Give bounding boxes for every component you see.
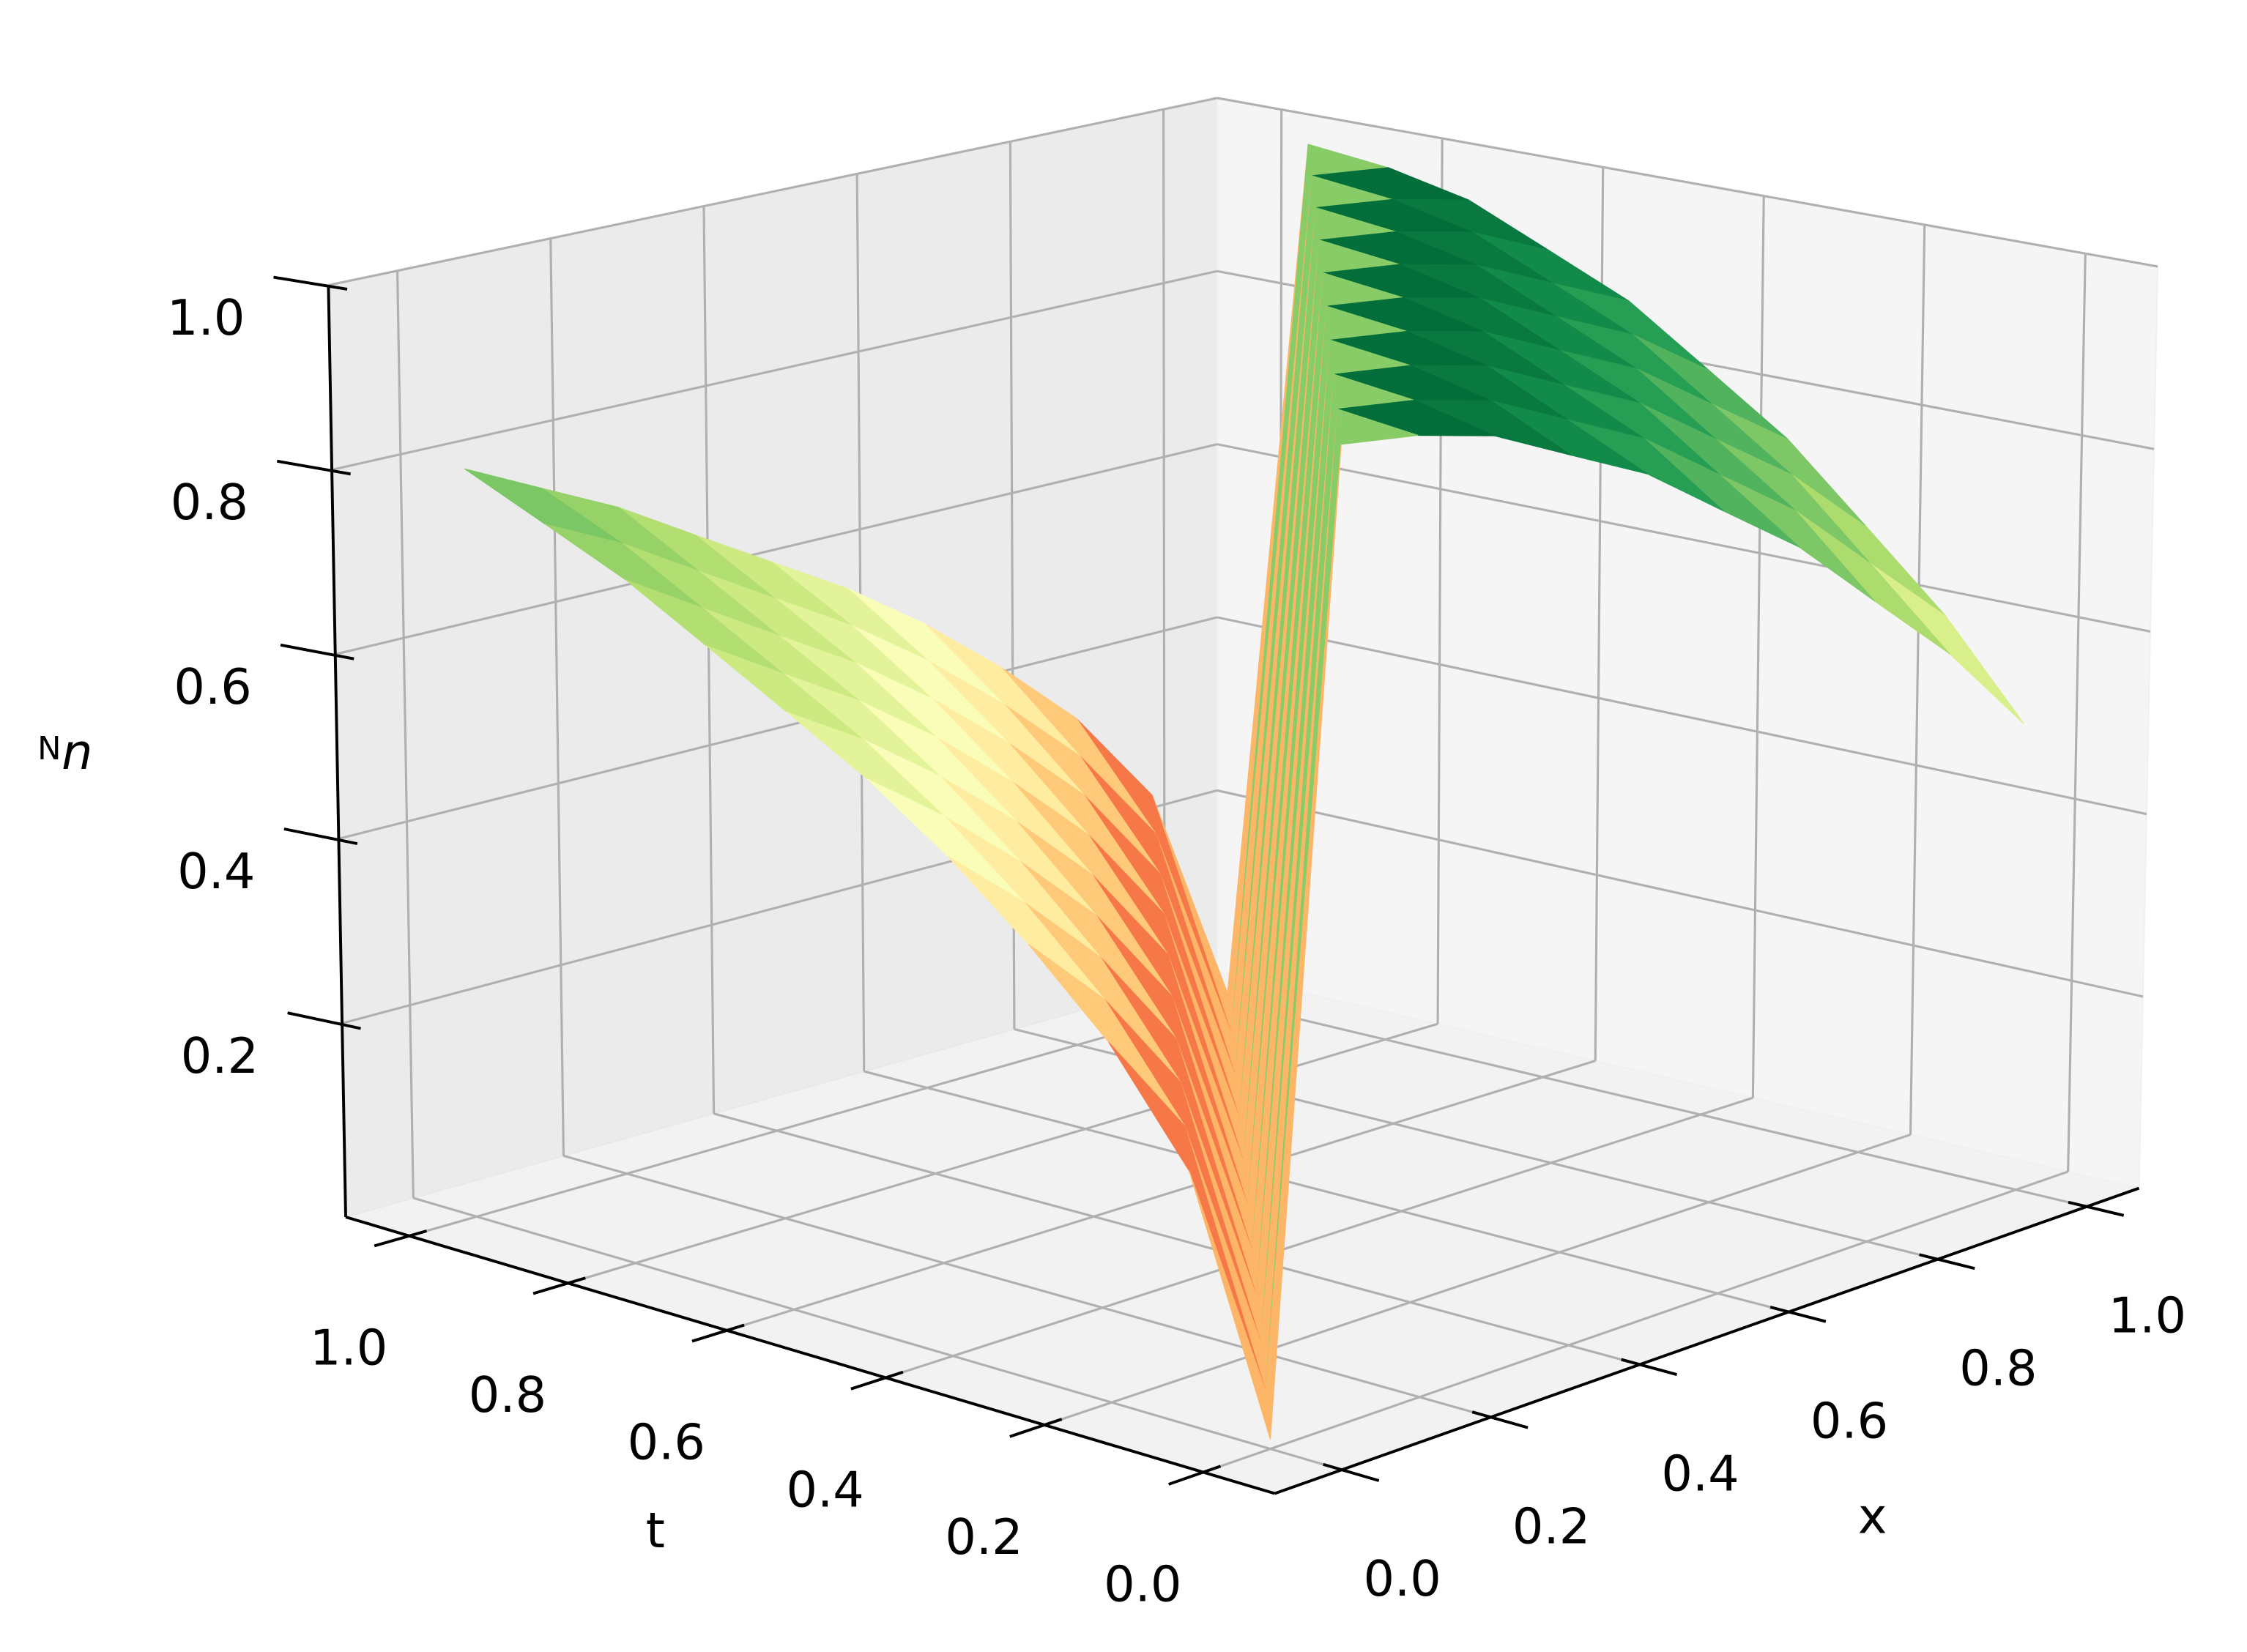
t-axis-line — [345, 1216, 1276, 1495]
z-tick — [287, 1011, 361, 1030]
t-grid-floor — [885, 1096, 1753, 1379]
x-tick — [1919, 1253, 1975, 1270]
z-tick-label: 0.4 — [177, 843, 255, 900]
x-grid-floor — [713, 1112, 1641, 1366]
z-grid-right — [1217, 789, 2144, 998]
t-grid-wall — [2067, 253, 2087, 1172]
t-grid-floor — [1044, 1134, 1912, 1426]
z-grid-right — [1217, 97, 2158, 268]
x-tick-label: 0.6 — [1810, 1392, 1888, 1449]
z-grid-right — [1217, 443, 2151, 633]
t-tick — [1168, 1465, 1222, 1486]
surface-cell — [1189, 444, 1342, 1440]
x-tick — [1323, 1462, 1380, 1482]
z-tick-label: 0.2 — [181, 1027, 259, 1084]
t-tick — [1009, 1418, 1063, 1438]
t-tick-label: 0.6 — [628, 1414, 705, 1471]
t-grid-wall — [1909, 224, 1926, 1135]
x-tick-label: 0.8 — [1959, 1340, 2037, 1397]
x-grid-floor — [1164, 986, 2087, 1208]
t-tick — [691, 1323, 745, 1343]
z-tick-label: 0.6 — [174, 658, 251, 715]
x-axis-line — [1274, 1186, 2140, 1495]
x-tick-label: 0.4 — [1661, 1445, 1739, 1502]
t-tick — [850, 1370, 904, 1391]
t-tick-label: 0.0 — [1104, 1555, 1181, 1612]
z-tick — [280, 643, 354, 661]
x-tick-label: 0.2 — [1512, 1497, 1590, 1555]
x-tick-label: 0.0 — [1363, 1550, 1441, 1607]
t-grid-floor — [726, 1060, 1596, 1332]
z-tick-label: 0.8 — [171, 474, 248, 531]
z-axis-label: uN — [37, 728, 92, 788]
t-tick-label: 0.8 — [469, 1366, 546, 1424]
x-grid-floor — [863, 1070, 1789, 1314]
z-grid-right — [1217, 616, 2147, 816]
z-axis-label-subscript: N — [37, 728, 61, 764]
z-tick — [273, 275, 348, 291]
x-tick — [1769, 1306, 1827, 1323]
x-grid-floor — [563, 1154, 1491, 1418]
t-tick-label: 0.2 — [945, 1508, 1022, 1566]
z-grid-left — [331, 269, 1218, 472]
x-grid-wall — [702, 206, 716, 1114]
t-tick-label: 0.4 — [786, 1461, 863, 1518]
x-grid-wall — [395, 270, 415, 1199]
z-axis-label-main: u — [61, 731, 92, 788]
x-tick-label: 1.0 — [2109, 1287, 2186, 1344]
t-grid-wall — [1751, 196, 1765, 1098]
z-grid-left — [335, 443, 1218, 655]
x-tick — [1621, 1358, 1678, 1377]
z-tick-label: 1.0 — [167, 289, 245, 346]
t-tick-label: 1.0 — [310, 1320, 387, 1377]
x-axis-label: x — [1858, 1487, 1887, 1544]
z-grid-left — [338, 616, 1218, 840]
t-tick — [374, 1229, 428, 1248]
x-tick — [1471, 1410, 1529, 1429]
t-grid-floor — [1203, 1170, 2069, 1473]
t-tick — [532, 1276, 586, 1295]
z-tick — [276, 459, 352, 476]
x-grid-floor — [412, 1197, 1342, 1471]
z-tick — [283, 827, 358, 846]
x-grid-wall — [549, 238, 565, 1156]
z-axis-line — [327, 285, 347, 1217]
x-tick — [2068, 1200, 2125, 1217]
t-axis-label: t — [646, 1502, 665, 1559]
z-grid-left — [328, 97, 1218, 287]
